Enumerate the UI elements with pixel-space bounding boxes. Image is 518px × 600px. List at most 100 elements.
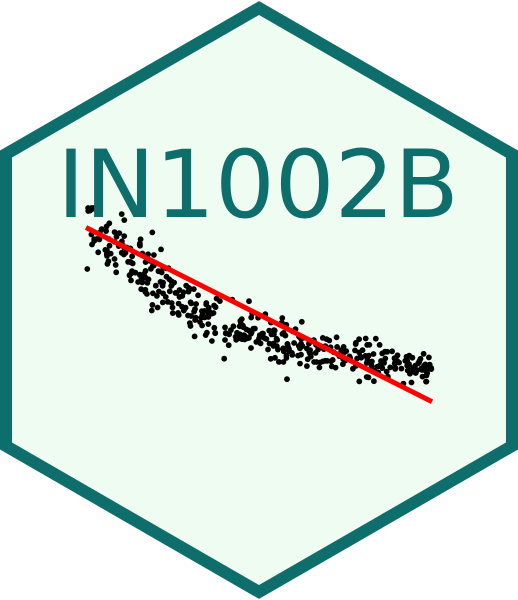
scatter-point (334, 344, 340, 350)
scatter-point (298, 351, 304, 358)
scatter-point (408, 379, 415, 386)
scatter-point (193, 301, 200, 307)
scatter-point (350, 365, 356, 372)
scatter-point (295, 343, 302, 349)
scatter-point (404, 362, 411, 369)
scatter-point (182, 304, 189, 311)
scatter-point (398, 365, 405, 372)
scatter-plot (84, 205, 435, 387)
scatter-point (98, 226, 105, 233)
scatter-point (376, 342, 383, 348)
scatter-point (136, 271, 143, 278)
scatter-point (106, 242, 113, 249)
scatter-point (248, 345, 254, 351)
scatter-point (172, 290, 179, 296)
scatter-point (96, 236, 103, 243)
scatter-point (128, 259, 134, 266)
scatter-point (175, 310, 182, 316)
scatter-point (289, 350, 295, 356)
scatter-point (186, 320, 193, 326)
scatter-point (275, 346, 281, 353)
scatter-point (329, 357, 336, 363)
scatter-point (138, 286, 145, 293)
scatter-point (225, 342, 232, 349)
scatter-point (103, 228, 109, 235)
scatter-point (195, 292, 202, 299)
scatter-point (222, 337, 228, 343)
scatter-point (209, 338, 215, 344)
scatter-point (241, 335, 248, 342)
scatter-point (256, 335, 262, 342)
scatter-point (168, 278, 175, 285)
scatter-point (121, 233, 128, 240)
scatter-point (90, 205, 97, 211)
scatter-point (205, 304, 212, 311)
scatter-point (291, 340, 297, 346)
scatter-point (234, 329, 240, 336)
scatter-point (166, 288, 173, 295)
scatter-point (169, 304, 176, 311)
scatter-point (333, 334, 340, 341)
scatter-point (159, 299, 166, 306)
scatter-point (151, 252, 157, 258)
scatter-point (368, 363, 375, 370)
scatter-point (128, 277, 134, 284)
scatter-point (203, 300, 210, 306)
scatter-point (159, 279, 166, 286)
scatter-point (112, 262, 119, 268)
scatter-point (319, 335, 326, 341)
scatter-point (366, 358, 373, 365)
scatter-point (89, 241, 95, 248)
scatter-point (129, 253, 136, 260)
scatter-point (122, 249, 129, 256)
regression-line (84, 225, 434, 404)
scatter-point (279, 315, 286, 321)
scatter-point (266, 340, 273, 347)
scatter-point (268, 331, 275, 338)
scatter-point (149, 229, 156, 236)
scatter-point (407, 370, 413, 377)
scatter-point (316, 364, 323, 371)
scatter-point (362, 335, 369, 342)
scatter-point (103, 223, 110, 230)
scatter-point (212, 304, 219, 311)
scatter-point (144, 291, 150, 297)
scatter-point (267, 355, 274, 362)
scatter-point (248, 314, 255, 321)
scatter-point (412, 370, 419, 376)
scatter-point (423, 378, 430, 385)
scatter-point (94, 205, 101, 211)
scatter-point (324, 358, 331, 364)
scatter-point (426, 354, 432, 361)
scatter-point (208, 310, 215, 317)
scatter-point (420, 350, 427, 357)
scatter-point (298, 318, 305, 325)
scatter-point (107, 250, 114, 257)
scatter-point (211, 324, 218, 331)
scatter-point (297, 360, 303, 367)
scatter-point (169, 310, 176, 316)
scatter-point (280, 345, 287, 352)
scatter-point (392, 364, 399, 371)
scatter-point (364, 342, 371, 348)
scatter-point (111, 256, 118, 262)
scatter-point (326, 337, 333, 344)
scatter-point (222, 324, 228, 331)
scatter-point (104, 247, 110, 254)
scatter-point (160, 290, 167, 297)
scatter-point (180, 289, 187, 296)
scatter-point (185, 312, 191, 319)
scatter-point (352, 341, 359, 347)
scatter-point (418, 365, 425, 372)
sticker-title: IN1002B (57, 131, 459, 240)
scatter-point (154, 293, 160, 299)
scatter-point (175, 300, 182, 307)
scatter-point (148, 307, 155, 314)
scatter-point (221, 355, 228, 362)
scatter-point (259, 330, 266, 337)
scatter-point (286, 345, 292, 352)
scatter-point (176, 294, 183, 300)
scatter-point (245, 327, 252, 334)
